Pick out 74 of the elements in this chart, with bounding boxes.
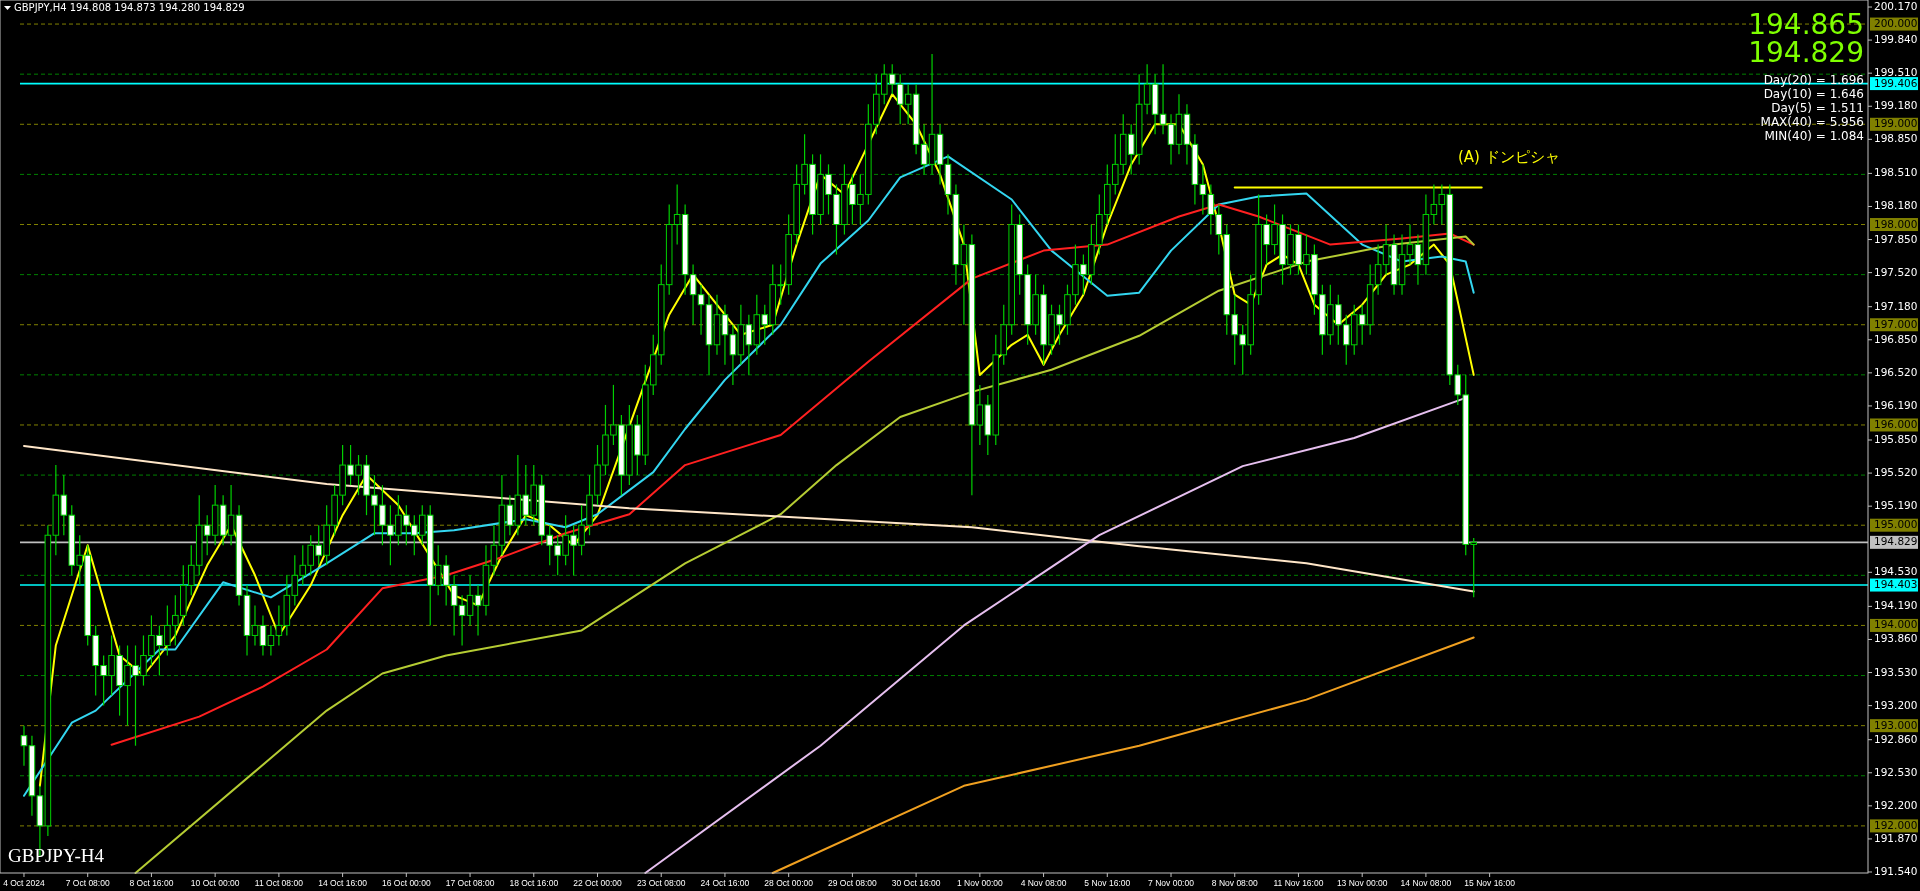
y-tick-label: 192.200 — [1874, 798, 1918, 811]
ref-line-label: 193.000 — [1874, 718, 1918, 731]
y-tick-label: 197.520 — [1874, 265, 1918, 278]
ref-line-label: 195.000 — [1874, 518, 1918, 531]
x-tick-label: 18 Oct 16:00 — [509, 878, 559, 888]
x-tick-label: 11 Oct 08:00 — [254, 878, 304, 888]
ref-line-label: 194.000 — [1874, 618, 1918, 631]
y-tick-label: 195.850 — [1874, 433, 1918, 446]
y-tick-label: 196.850 — [1874, 332, 1918, 345]
annotation: GBPJPY-H4 — [8, 845, 105, 866]
x-tick-label: 24 Oct 16:00 — [700, 878, 750, 888]
annotation: MIN(40) = 1.084 — [1764, 129, 1864, 143]
y-tick-label: 191.870 — [1874, 831, 1918, 844]
ref-line-label: 198.000 — [1874, 217, 1918, 230]
y-tick-label: 196.190 — [1874, 398, 1918, 411]
x-tick-label: 28 Oct 00:00 — [764, 878, 814, 888]
x-tick-label: 7 Nov 00:00 — [1148, 878, 1195, 888]
x-tick-label: 1 Nov 00:00 — [956, 878, 1004, 888]
annotation: MAX(40) = 5.956 — [1760, 115, 1864, 129]
ref-line-label: 192.000 — [1874, 818, 1918, 831]
x-tick-label: 23 Oct 08:00 — [636, 878, 686, 888]
y-tick-label: 193.860 — [1874, 632, 1918, 645]
candlestick — [251, 604, 259, 647]
x-tick-label: 14 Oct 16:00 — [318, 878, 368, 888]
x-tick-label: 30 Oct 16:00 — [891, 878, 941, 888]
x-tick-label: 29 Oct 08:00 — [828, 878, 877, 888]
annotation: Day(5) = 1.511 — [1771, 101, 1864, 115]
x-tick-label: 8 Nov 08:00 — [1211, 878, 1258, 888]
x-tick-label: 8 Oct 16:00 — [129, 878, 174, 888]
x-tick-label: 5 Nov 16:00 — [1084, 878, 1131, 888]
y-tick-label: 191.540 — [1874, 865, 1918, 877]
y-tick-label: 199.840 — [1874, 33, 1918, 46]
ref-line-label: 194.403 — [1874, 578, 1918, 591]
x-tick-label: 4 Nov 08:00 — [1020, 878, 1067, 888]
y-tick-label: 193.530 — [1874, 665, 1918, 678]
y-tick-label: 197.180 — [1874, 299, 1918, 312]
y-tick-label: 195.520 — [1874, 466, 1918, 479]
y-tick-label: 194.190 — [1874, 599, 1918, 612]
annotation: Day(10) = 1.646 — [1763, 87, 1864, 101]
chart-title: GBPJPY,H4 194.808 194.873 194.280 194.829 — [14, 2, 245, 13]
x-tick-label: 14 Nov 08:00 — [1400, 878, 1452, 888]
ref-line-label: 200.000 — [1874, 17, 1918, 30]
x-tick-label: 7 Oct 08:00 — [65, 878, 110, 888]
y-tick-label: 198.180 — [1874, 199, 1918, 212]
ref-line-label: 194.829 — [1874, 535, 1918, 548]
x-tick-label: 10 Oct 00:00 — [190, 878, 240, 888]
y-tick-label: 193.200 — [1874, 698, 1918, 711]
y-tick-label: 199.510 — [1874, 66, 1918, 79]
y-tick-label: 197.850 — [1874, 232, 1918, 245]
x-tick-label: 16 Oct 00:00 — [381, 878, 431, 888]
y-tick-label: 198.510 — [1874, 166, 1918, 179]
x-tick-label: 22 Oct 00:00 — [573, 878, 623, 888]
ref-line-label: 197.000 — [1874, 317, 1918, 330]
candlestick — [1406, 223, 1414, 266]
ref-line-label: 199.406 — [1874, 76, 1918, 89]
candlestick — [1167, 113, 1175, 165]
x-tick-label: 13 Nov 00:00 — [1336, 878, 1388, 888]
y-tick-label: 200.170 — [1874, 0, 1918, 13]
annotation: (A) ドンピシャ — [1458, 148, 1560, 166]
x-tick-label: 17 Oct 08:00 — [445, 878, 495, 888]
y-tick-label: 192.860 — [1874, 732, 1918, 745]
x-tick-label: 15 Nov 16:00 — [1464, 878, 1516, 888]
y-tick-label: 192.530 — [1874, 765, 1918, 778]
y-tick-label: 196.520 — [1874, 365, 1918, 378]
y-tick-label: 195.190 — [1874, 499, 1918, 512]
x-tick-label: 4 Oct 2024 — [3, 878, 46, 888]
candlestick — [474, 584, 482, 637]
ref-line-label: 199.000 — [1874, 117, 1918, 130]
y-tick-label: 199.180 — [1874, 99, 1918, 112]
candlestick — [20, 725, 28, 767]
y-tick-label: 194.530 — [1874, 565, 1918, 578]
y-tick-label: 198.850 — [1874, 132, 1918, 145]
x-tick-label: 11 Nov 16:00 — [1273, 878, 1324, 888]
ref-line-label: 196.000 — [1874, 417, 1918, 430]
